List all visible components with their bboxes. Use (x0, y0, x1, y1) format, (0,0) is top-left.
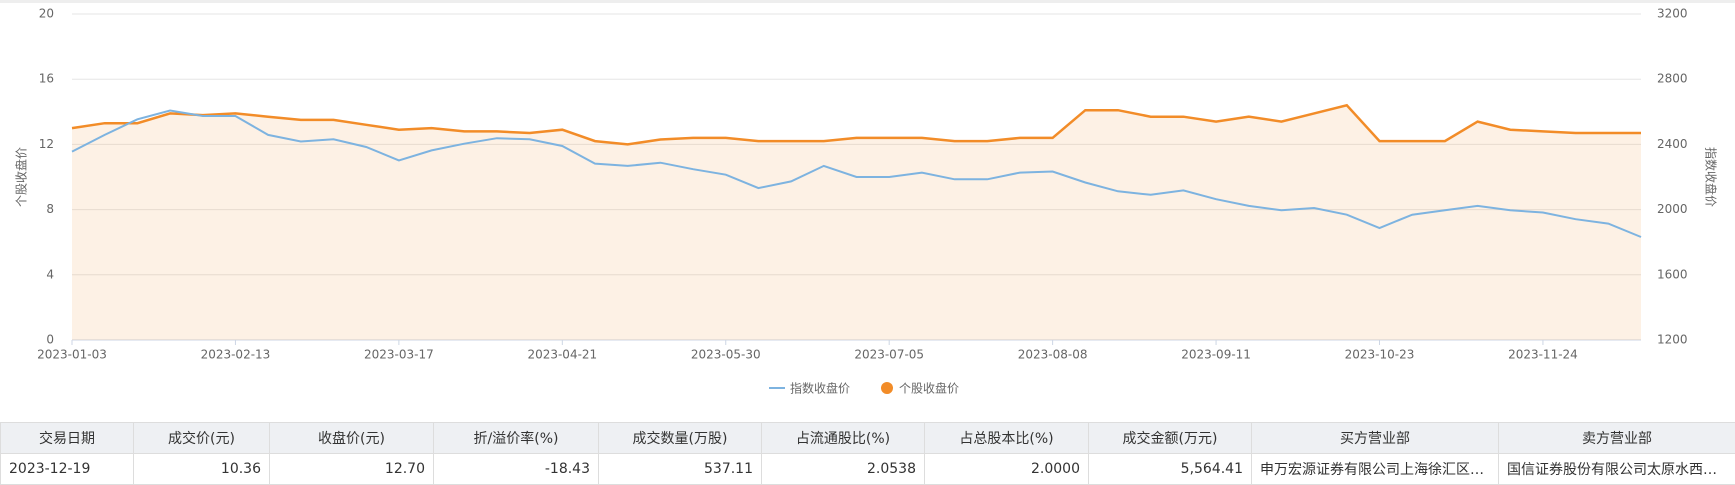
table-cell: 国信证券股份有限公司太原水西… (1498, 453, 1735, 485)
header-cell: 卖方营业部 (1498, 422, 1735, 454)
y-tick-label: 8 (46, 202, 54, 216)
table-cell: 申万宏源证券有限公司上海徐汇区… (1251, 453, 1499, 485)
x-tick-label: 2023-02-13 (201, 348, 271, 362)
table-cell: 12.70 (269, 453, 434, 485)
x-tick-label: 2023-01-03 (37, 348, 107, 362)
y-tick-label: 0 (46, 333, 54, 347)
table-row: 2023-12-19 10.36 12.70 -18.43 537.11 2.0538 2.… (0, 453, 1735, 485)
x-tick-label: 2023-05-30 (691, 348, 761, 362)
table-cell: 2.0000 (924, 453, 1089, 485)
x-tick-label: 2023-09-11 (1181, 348, 1251, 362)
header-cell: 成交价(元) (133, 422, 270, 454)
x-tick-label: 2023-11-24 (1508, 348, 1578, 362)
header-cell: 成交数量(万股) (598, 422, 762, 454)
legend-item: 指数收盘价 (769, 381, 850, 396)
y-tick-label: 4 (46, 267, 54, 281)
series-line (71, 103, 1641, 146)
table-cell: 2023-12-19 (0, 453, 134, 485)
header-row: 交易日期 成交价(元) 收盘价(元) 折/溢价率(%) 成交数量(万股) 占流通股比(%)… (0, 422, 1735, 454)
header-cell: 买方营业部 (1251, 422, 1499, 454)
header-cell: 收盘价(元) (269, 422, 434, 454)
chart: 个股收盘价 指数收盘价 0 4 8 12 16 20 1200 1600 2000 2400 280… (0, 0, 1735, 396)
header-cell: 交易日期 (0, 422, 134, 454)
series-line (71, 109, 1642, 238)
header-cell: 折/溢价率(%) (433, 422, 599, 454)
y2-tick-label: 2400 (1657, 137, 1688, 151)
legend-item: 个股收盘价 (881, 381, 959, 396)
y2-tick-label: 1200 (1657, 333, 1688, 347)
y2-axis-label: 指数收盘价 (1704, 147, 1719, 207)
table-body: 2023-12-19 10.36 12.70 -18.43 537.11 2.0538 2.… (0, 453, 1735, 485)
y-tick-label: 16 (39, 72, 54, 86)
header-cell: 占流通股比(%) (761, 422, 925, 454)
y2-tick-label: 2800 (1657, 72, 1688, 86)
y-axis-label: 个股收盘价 (14, 147, 29, 207)
table-cell: 2.0538 (761, 453, 925, 485)
table-cell: -18.43 (433, 453, 599, 485)
header-cell: 占总股本比(%) (924, 422, 1089, 454)
table-cell: 10.36 (133, 453, 270, 485)
x-tick-label: 2023-07-05 (854, 348, 924, 362)
trade-table: 交易日期 成交价(元) 收盘价(元) 折/溢价率(%) 成交数量(万股) 占流通股比(%)… (0, 422, 1735, 485)
y-tick-label: 12 (39, 137, 54, 151)
y2-tick-label: 1600 (1657, 267, 1688, 281)
legend-label: 指数收盘价 (790, 381, 850, 396)
x-tick-label: 2023-03-17 (364, 348, 434, 362)
legend-swatch (881, 382, 893, 394)
y2-tick-label: 3200 (1657, 7, 1688, 21)
header-cell: 成交金额(万元) (1088, 422, 1252, 454)
table-cell: 5,564.41 (1088, 453, 1252, 485)
table-cell: 537.11 (598, 453, 762, 485)
x-tick-label: 2023-10-23 (1345, 348, 1415, 362)
y2-tick-label: 2000 (1657, 202, 1688, 216)
legend-label: 个股收盘价 (899, 381, 959, 396)
x-tick-label: 2023-04-21 (527, 348, 597, 362)
area-fill (72, 105, 1641, 340)
y-tick-label: 20 (39, 7, 54, 21)
x-tick-label: 2023-08-08 (1018, 348, 1088, 362)
top-strip (0, 0, 1735, 3)
